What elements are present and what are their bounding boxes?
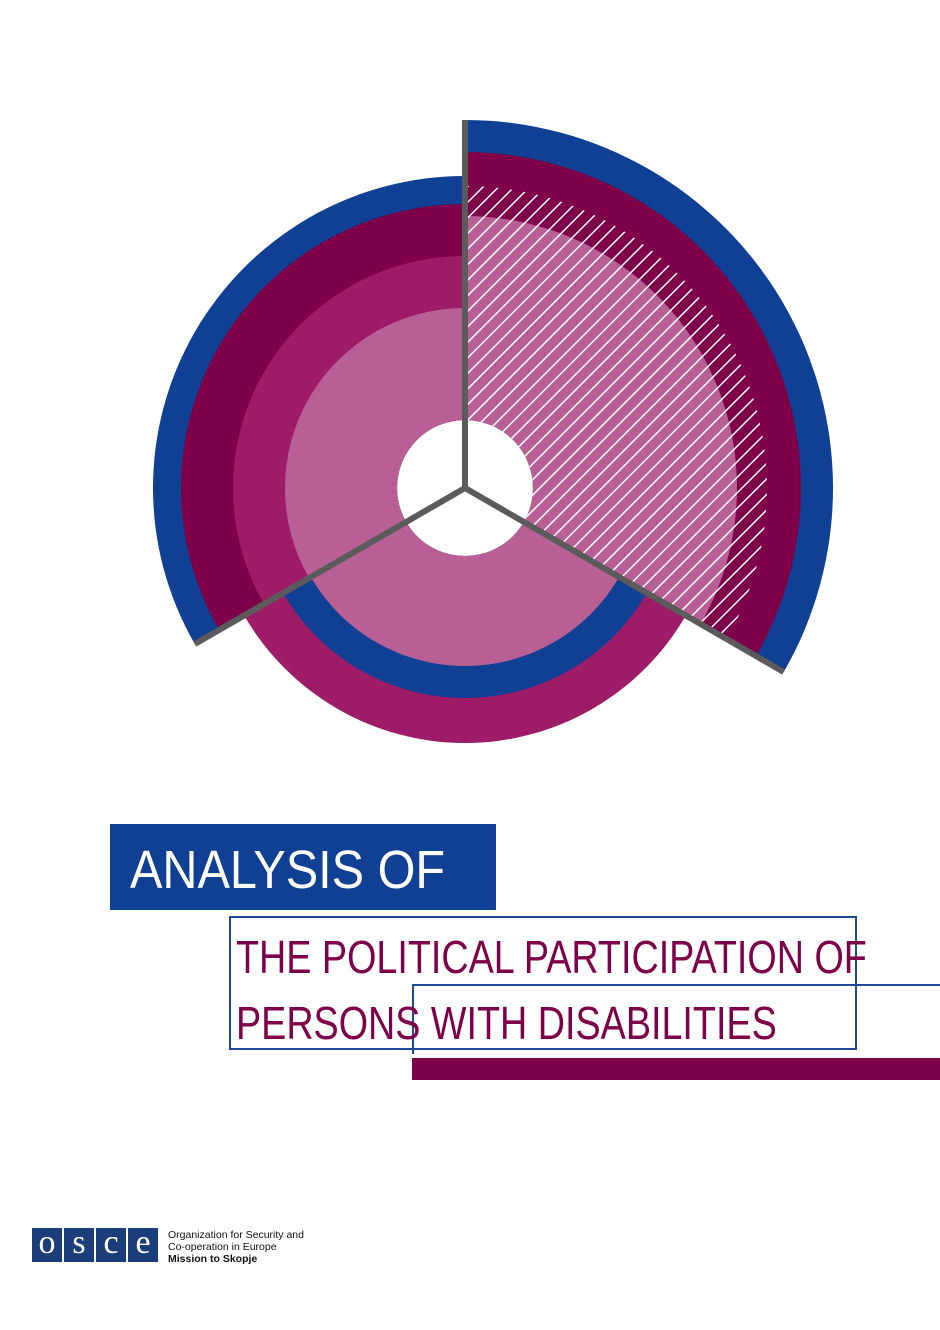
title-banner: ANALYSIS OF [110, 824, 496, 910]
org-line-2: Co-operation in Europe [168, 1241, 277, 1253]
osce-logo: o s c e [32, 1226, 160, 1262]
org-mission: Mission to Skopje [168, 1253, 258, 1265]
accent-bar [412, 1058, 940, 1080]
subtitle-frame [229, 916, 857, 1050]
divider-line [193, 485, 467, 647]
subtitle-line-1: THE POLITICAL PARTICIPATION OF [236, 931, 867, 983]
bottom-sector-pink-core [310, 522, 620, 666]
osce-letter: o [32, 1226, 62, 1262]
osce-letter: s [64, 1226, 94, 1262]
subtitle-frame-offset [412, 984, 940, 1054]
left-sector-pink-core [285, 308, 465, 578]
divider-line [463, 485, 786, 675]
org-line-1: Organization for Security and [168, 1229, 304, 1241]
cover-graphic [153, 120, 833, 743]
osce-letter: e [128, 1226, 158, 1262]
right-sector-hatch [465, 186, 767, 639]
subtitle-line-2: PERSONS WITH DISABILITIES [236, 997, 777, 1049]
osce-org-name: Organization for Security and Co-operati… [168, 1229, 304, 1265]
title-text: ANALYSIS OF [130, 840, 446, 900]
osce-letter: c [96, 1226, 126, 1262]
